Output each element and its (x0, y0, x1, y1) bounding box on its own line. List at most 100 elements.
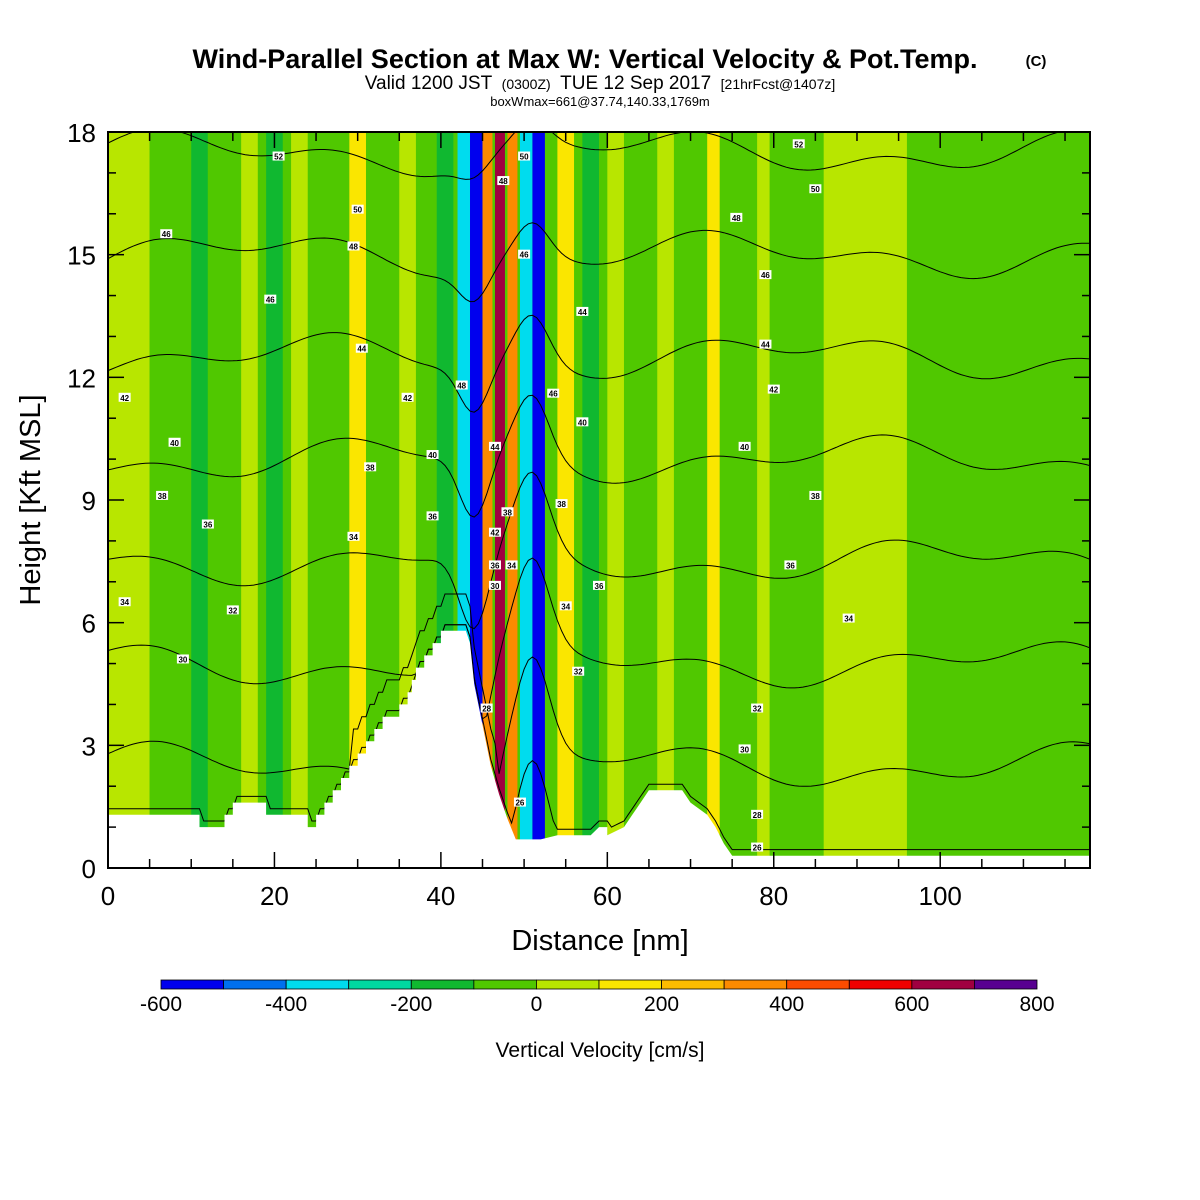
contour-label-14: 38 (366, 463, 375, 472)
colorbar-tick-600: 600 (894, 993, 929, 1016)
colorbar-swatch-1 (223, 979, 287, 990)
colorbar-swatch-13 (974, 979, 1038, 990)
axis-ticks (108, 132, 1090, 868)
contour-label-24: 42 (491, 529, 500, 538)
contour-label-bg-18 (455, 380, 468, 390)
y-axis-label: Height [Kft MSL] (15, 394, 47, 605)
contour-label-bg-10 (351, 204, 364, 214)
subtitle-forecast: [21hrFcst@1407z] (721, 76, 836, 92)
contour-label-bg-17 (426, 511, 439, 521)
colorbar-swatch-0 (160, 979, 224, 990)
w-column-21 (607, 132, 624, 868)
w-column-28 (823, 132, 907, 868)
subtitle-date: TUE 12 Sep 2017 (560, 73, 711, 94)
colorbar-tick-400: 400 (769, 993, 804, 1016)
w-column-23 (657, 132, 674, 868)
contour-label-bg-36 (572, 666, 585, 676)
contour-label-bg-27 (488, 580, 501, 590)
contour-label-13: 42 (403, 394, 412, 403)
colorbar-tick--600: -600 (140, 993, 182, 1016)
contour-label-bg-21 (518, 249, 531, 259)
isentrope-30 (108, 471, 1090, 630)
contour-label-bg-49 (751, 809, 764, 819)
contour-label-bg-35 (593, 580, 605, 590)
chart-title: Wind-Parallel Section at Max W: Vertical… (193, 44, 978, 74)
contour-label-bg-16 (426, 450, 439, 460)
w-column-6 (291, 132, 308, 868)
contour-label-bg-40 (759, 270, 772, 280)
contour-label-bg-12 (355, 343, 368, 353)
w-column-14 (482, 132, 493, 868)
contour-label-bg-46 (842, 613, 855, 623)
contour-label-43: 40 (740, 443, 749, 452)
contour-label-bg-32 (576, 417, 589, 427)
contour-label-16: 40 (428, 451, 437, 460)
colorbar-swatch-2 (285, 979, 350, 990)
y-tick-label-0: 0 (82, 854, 96, 884)
potential-temperature-contours (108, 132, 1090, 851)
contour-label-bg-30 (576, 306, 589, 316)
contour-label-21: 46 (520, 251, 529, 260)
contour-label-bg-6 (226, 605, 239, 615)
contour-label-bg-25 (488, 560, 501, 570)
contour-label-bg-3 (168, 437, 181, 447)
x-tick-label-40: 40 (426, 881, 455, 911)
contour-label-23: 38 (503, 508, 512, 517)
contour-label-bg-48 (738, 744, 751, 754)
contour-label-41: 44 (761, 341, 770, 350)
contour-label-bg-4 (156, 490, 169, 500)
contour-label-bg-39 (730, 212, 743, 222)
contour-label-bg-0 (118, 597, 131, 607)
w-column-2 (191, 132, 208, 868)
contour-label-bg-47 (751, 703, 764, 713)
contour-label-8: 52 (274, 153, 283, 162)
contour-label-46: 34 (844, 615, 853, 624)
w-column-8 (349, 132, 366, 868)
w-column-3 (207, 132, 225, 868)
contour-label-bg-33 (555, 499, 568, 509)
x-tick-label-80: 80 (759, 881, 788, 911)
contour-label-2: 42 (120, 394, 129, 403)
contour-label-31: 46 (549, 390, 558, 399)
contour-label-7: 30 (178, 655, 187, 664)
contour-label-33: 38 (557, 500, 566, 509)
contour-label-bg-24 (488, 527, 501, 537)
w-column-4 (241, 132, 258, 868)
isentrope-26 (108, 593, 1090, 787)
colorbar-swatch-9 (723, 979, 788, 990)
contour-label-44: 38 (811, 492, 820, 501)
w-column-1 (149, 132, 158, 868)
colorbar-tick--400: -400 (265, 993, 307, 1016)
contour-label-bg-1 (160, 229, 173, 239)
contour-label-12: 44 (357, 345, 366, 354)
contour-label-10: 50 (353, 206, 362, 215)
contour-label-bg-8 (272, 151, 285, 161)
isentrope-34 (108, 314, 1090, 413)
w-column-20 (582, 132, 599, 868)
y-tick-label-18: 18 (67, 118, 96, 148)
contour-label-bg-19 (497, 176, 510, 186)
vertical-velocity-field (108, 132, 1082, 868)
colorbar-swatch-11 (848, 979, 913, 990)
contour-label-18: 48 (457, 382, 466, 391)
colorbar-swatch-6 (536, 979, 600, 990)
colorbar-swatch-7 (598, 979, 662, 990)
contour-label-3: 40 (170, 439, 179, 448)
contour-label-bg-31 (547, 388, 560, 398)
contour-label-28: 28 (482, 705, 491, 714)
contour-label-bg-22 (488, 441, 501, 451)
w-column-29 (915, 132, 1082, 868)
contour-label-40: 46 (761, 271, 770, 280)
contour-label-49: 28 (753, 811, 762, 820)
terrain-mask (108, 630, 1090, 868)
isentrope-24 (108, 624, 1090, 851)
contour-label-32: 40 (578, 418, 587, 427)
w-column-24 (682, 132, 695, 868)
contour-label-0: 34 (120, 598, 129, 607)
x-axis-label: Distance [nm] (511, 925, 688, 957)
contour-label-bg-9 (264, 294, 277, 304)
y-tick-label-6: 6 (82, 609, 96, 639)
w-column-5 (266, 132, 283, 868)
w-column-9 (374, 132, 391, 868)
